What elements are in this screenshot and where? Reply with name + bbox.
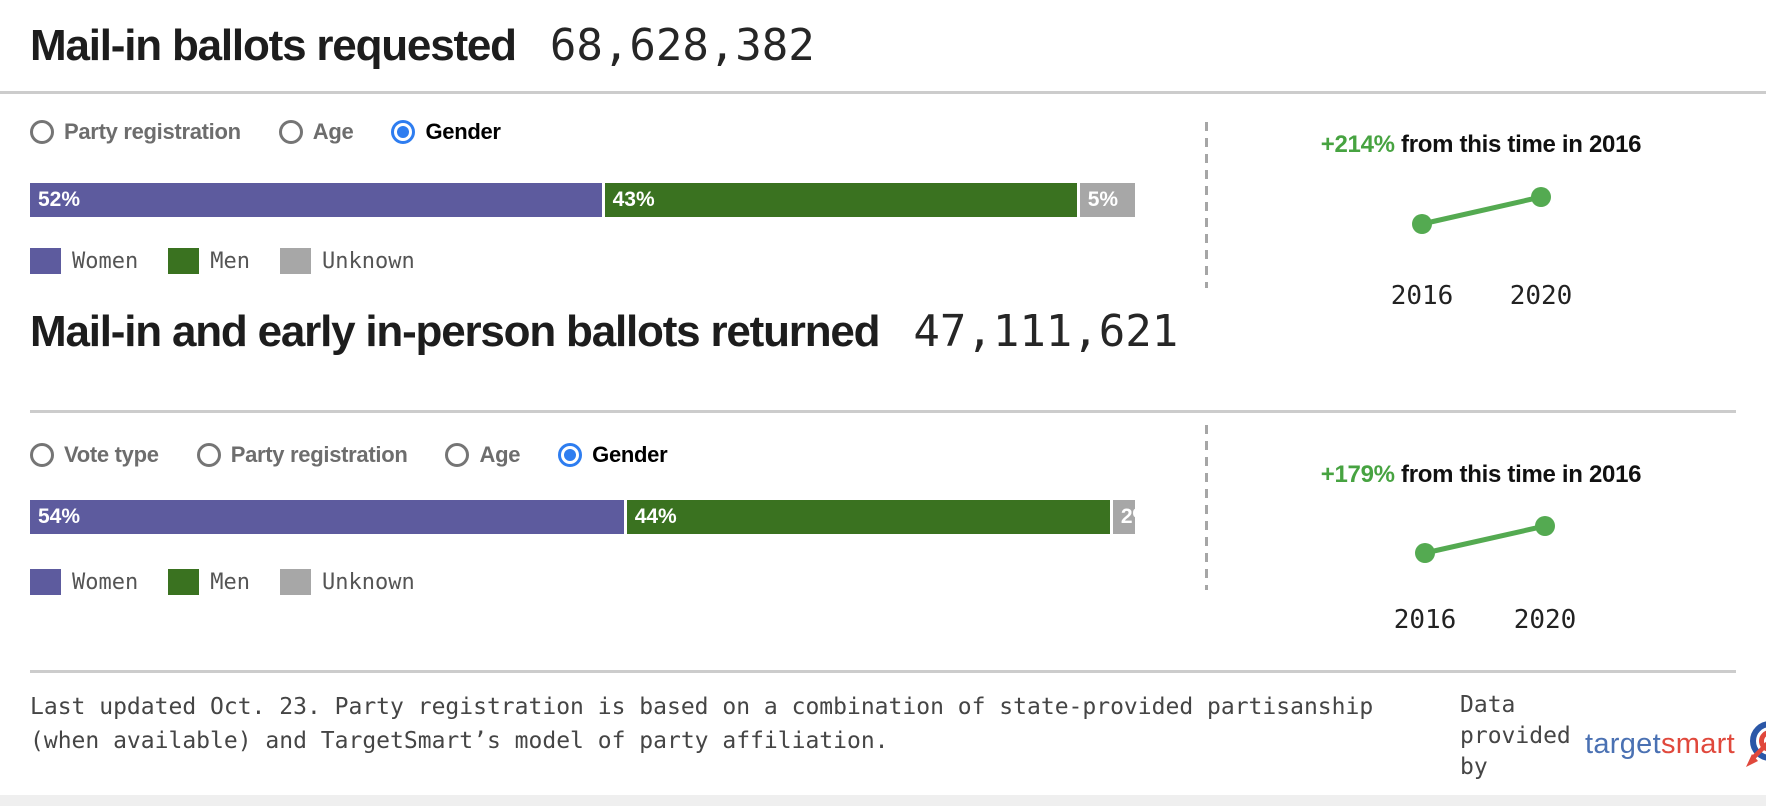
bar-segment-men: 43% xyxy=(604,183,1080,217)
next-module-edge xyxy=(0,795,1766,806)
tab-gender[interactable]: Gender xyxy=(558,442,668,468)
radio-icon[interactable] xyxy=(30,443,54,467)
trend-line xyxy=(1422,523,1548,556)
trend-line xyxy=(1419,194,1544,227)
module-header: Mail-in ballots requested 68,628,382 xyxy=(30,20,815,71)
tab-party-registration[interactable]: Party registration xyxy=(196,442,408,468)
radio-selected-icon[interactable] xyxy=(558,443,583,467)
footnote-line: (when available) and TargetSmart’s model… xyxy=(30,728,889,754)
radio-icon[interactable] xyxy=(278,120,303,144)
trend-percent: +214% xyxy=(1320,131,1395,158)
module-title: Mail-in and early in-person ballots retu… xyxy=(30,307,881,356)
axis-label-2020: 2020 xyxy=(1514,605,1577,635)
legend: Women Men Unknown xyxy=(30,569,415,595)
legend-item-unknown: Unknown xyxy=(279,569,415,595)
header-rule xyxy=(0,91,1766,94)
radio-icon[interactable] xyxy=(30,120,54,144)
bar-segment-unknown: 5% xyxy=(1079,183,1135,217)
tab-age[interactable]: Age xyxy=(278,119,354,145)
data-point-2020 xyxy=(1531,187,1551,207)
radio-selected-icon[interactable] xyxy=(391,120,416,144)
module-title: Mail-in ballots requested xyxy=(30,21,517,70)
data-point-2016 xyxy=(1412,214,1432,234)
tab-party-registration[interactable]: Party registration xyxy=(30,119,241,145)
bar-segment-unknown: 2% xyxy=(1112,500,1135,534)
bar-segment-women: 52% xyxy=(30,183,605,217)
targetsmart-wordmark: targetsmart xyxy=(1585,727,1735,760)
segment-value-label: 52% xyxy=(38,188,81,211)
dashed-divider xyxy=(1205,122,1208,288)
data-point-2016 xyxy=(1415,543,1435,563)
footnote-line: Last updated Oct. 23. Party registration… xyxy=(30,694,1374,720)
footnote: Last updated Oct. 23. Party registration… xyxy=(30,690,1430,758)
footer-rule xyxy=(30,670,1736,673)
total-count: 47,111,621 xyxy=(913,306,1179,357)
bullseye-target-icon xyxy=(1745,721,1766,767)
legend-swatch-women xyxy=(30,248,61,274)
stacked-bar-requested: 52% 43% 5% xyxy=(30,183,1135,217)
legend-swatch-women xyxy=(30,569,61,595)
legend-item-women: Women xyxy=(30,569,138,595)
tab-gender[interactable]: Gender xyxy=(391,119,501,145)
radio-icon[interactable] xyxy=(445,443,470,467)
total-count: 68,628,382 xyxy=(549,20,815,71)
axis-label-2016: 2016 xyxy=(1391,281,1454,311)
segment-value-label: 44% xyxy=(634,505,677,528)
legend-item-men: Men xyxy=(168,569,250,595)
trend-line-chart: 2016 2020 xyxy=(1391,187,1573,311)
legend-swatch-men xyxy=(168,248,200,274)
trend-summary: +179% from this time in 2016 xyxy=(1206,461,1756,489)
legend-item-women: Women xyxy=(30,248,138,274)
tab-age[interactable]: Age xyxy=(445,442,520,468)
trend-line-chart: 2016 2020 xyxy=(1394,516,1577,635)
data-point-2020 xyxy=(1535,516,1555,536)
data-provided-label: Data provided by xyxy=(1460,692,1571,780)
segment-value-label: 5% xyxy=(1087,188,1119,211)
trend-summary: +214% from this time in 2016 xyxy=(1206,131,1756,159)
axis-label-2016: 2016 xyxy=(1394,605,1457,635)
tab-vote-type[interactable]: Vote type xyxy=(30,442,159,468)
segment-value-label: 43% xyxy=(612,188,655,211)
bar-segment-women: 54% xyxy=(30,500,627,534)
stacked-bar-returned: 54% 44% 2% xyxy=(30,500,1135,534)
module-header: Mail-in and early in-person ballots retu… xyxy=(30,306,1178,357)
trend-percent: +179% xyxy=(1320,461,1395,488)
legend: Women Men Unknown xyxy=(30,248,415,274)
dashed-divider xyxy=(1205,425,1208,590)
legend-swatch-unknown xyxy=(279,569,311,595)
targetsmart-logo[interactable]: targetsmart xyxy=(1585,720,1766,768)
segment-value-label: 54% xyxy=(38,505,81,528)
trend-caption: from this time in 2016 xyxy=(1394,461,1642,488)
breakdown-tab-group: Party registration Age Gender xyxy=(30,113,501,151)
header-rule xyxy=(30,410,1736,413)
legend-item-men: Men xyxy=(168,248,250,274)
axis-label-2020: 2020 xyxy=(1510,281,1573,311)
legend-swatch-men xyxy=(168,569,200,595)
trend-caption: from this time in 2016 xyxy=(1394,131,1642,158)
breakdown-tab-group: Vote type Party registration Age Gender xyxy=(30,436,668,474)
legend-item-unknown: Unknown xyxy=(279,248,415,274)
bar-segment-men: 44% xyxy=(626,500,1113,534)
segment-value-label: 2% xyxy=(1120,505,1135,528)
legend-swatch-unknown xyxy=(279,248,311,274)
radio-icon[interactable] xyxy=(196,443,221,467)
